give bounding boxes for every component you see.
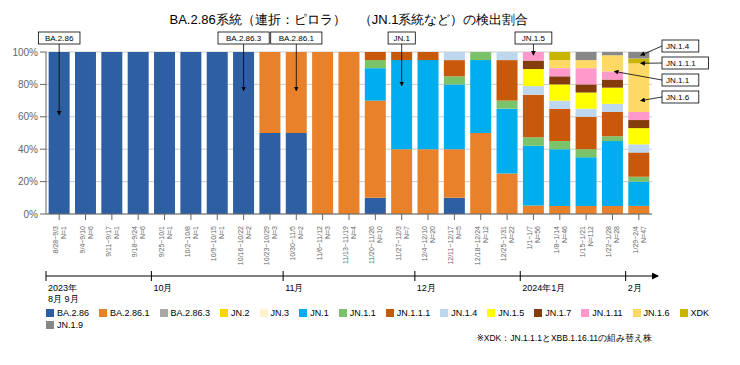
- svg-text:10/2~10/8: 10/2~10/8: [184, 226, 191, 257]
- html-text:JN.1.1.1: JN.1.1.1: [396, 308, 431, 318]
- html-text:JN.2: JN.2: [231, 308, 250, 318]
- svg-text:1/29~2/4: 1/29~2/4: [632, 226, 639, 254]
- svg-text:N=22: N=22: [508, 226, 515, 243]
- svg-text:40%: 40%: [18, 144, 38, 155]
- svg-text:12/18~12/24: 12/18~12/24: [474, 226, 481, 265]
- svg-text:JN.1: JN.1: [393, 34, 410, 43]
- svg-text:N=6: N=6: [87, 226, 94, 239]
- html-text:JN.1.1: JN.1.1: [349, 308, 376, 318]
- html-text:JN.3: JN.3: [270, 308, 290, 318]
- svg-text:20%: 20%: [18, 176, 38, 187]
- svg-text:JN.1.1.1: JN.1.1.1: [666, 59, 696, 68]
- svg-text:N=5: N=5: [455, 226, 462, 239]
- svg-text:N=2: N=2: [297, 226, 304, 239]
- html-text:JN.1: JN.1: [310, 308, 329, 318]
- svg-text:12/25~1/31: 12/25~1/31: [500, 226, 507, 261]
- svg-text:N=2: N=2: [245, 226, 252, 239]
- html-text:JN.1.6: JN.1.6: [643, 308, 670, 318]
- svg-text:11/6~11/12: 11/6~11/12: [316, 226, 323, 260]
- svg-text:1/8~1/14: 1/8~1/14: [553, 226, 560, 254]
- svg-text:BA.2.86.1: BA.2.86.1: [279, 34, 315, 43]
- svg-text:12/11~12/17: 12/11~12/17: [447, 226, 454, 265]
- svg-text:8月 9月: 8月 9月: [48, 294, 79, 304]
- svg-text:9/18~9/24: 9/18~9/24: [131, 226, 138, 257]
- svg-text:9/11~9/17: 9/11~9/17: [105, 226, 112, 257]
- svg-text:10/9~10/15: 10/9~10/15: [210, 226, 217, 261]
- html-text:JN.1.7: JN.1.7: [545, 308, 572, 318]
- svg-text:N=56: N=56: [534, 226, 541, 243]
- svg-text:N=7: N=7: [403, 226, 410, 239]
- svg-text:11/27~12/3: 11/27~12/3: [395, 226, 402, 261]
- svg-text:12月: 12月: [417, 283, 436, 293]
- svg-text:80%: 80%: [18, 79, 38, 90]
- svg-text:N=46: N=46: [561, 226, 568, 243]
- svg-text:BA.2.86系統（連折：ピロラ） （JN.1系統など）の検: BA.2.86系統（連折：ピロラ） （JN.1系統など）の検出割合: [170, 12, 529, 27]
- svg-text:10月: 10月: [153, 283, 172, 293]
- html-text:※XDK：JN.1.1.1とXBB.1.16.11の組み替え: ※XDK：JN.1.1.1とXBB.1.16.11の組み替え株: [476, 333, 652, 343]
- svg-text:1/15~1/21: 1/15~1/21: [579, 226, 586, 257]
- svg-text:9/25~10/1: 9/25~10/1: [158, 226, 165, 257]
- svg-text:N=1: N=1: [192, 226, 199, 239]
- svg-text:N=1: N=1: [113, 226, 120, 239]
- svg-text:N=1: N=1: [60, 226, 67, 239]
- svg-text:JN.1.5: JN.1.5: [522, 34, 546, 43]
- svg-text:N=47: N=47: [640, 226, 647, 243]
- svg-text:N=1: N=1: [218, 226, 225, 239]
- svg-text:N=1: N=1: [166, 226, 173, 239]
- svg-text:0%: 0%: [24, 209, 39, 220]
- svg-text:BA.2.86: BA.2.86: [45, 34, 74, 43]
- html-text:JN.1.5: JN.1.5: [498, 308, 525, 318]
- html-text:BA.2.86.1: BA.2.86.1: [110, 308, 150, 318]
- svg-text:11/13~11/19: 11/13~11/19: [342, 226, 349, 264]
- svg-text:N=10: N=10: [376, 226, 383, 243]
- html-text:BA.2.86.3: BA.2.86.3: [170, 308, 211, 318]
- html-text:JN.1.9: JN.1.9: [57, 320, 83, 330]
- svg-text:1/22~1/28: 1/22~1/28: [605, 226, 612, 257]
- svg-text:N=3: N=3: [271, 226, 278, 239]
- svg-text:N=20: N=20: [429, 226, 436, 243]
- html-text:XDK: XDK: [690, 308, 710, 318]
- svg-text:2月: 2月: [628, 283, 642, 293]
- svg-text:10/16~10/22: 10/16~10/22: [237, 226, 244, 265]
- svg-text:JN.1.1: JN.1.1: [666, 76, 690, 85]
- svg-text:11月: 11月: [285, 283, 303, 293]
- html-text:JN.1.4: JN.1.4: [451, 308, 478, 318]
- svg-text:N=3: N=3: [324, 226, 331, 239]
- svg-text:2024年1月: 2024年1月: [522, 283, 565, 293]
- svg-text:8/28~9/3: 8/28~9/3: [52, 226, 59, 254]
- svg-text:10/23~10/29: 10/23~10/29: [263, 226, 270, 265]
- svg-text:100%: 100%: [12, 47, 38, 58]
- svg-text:N=12: N=12: [482, 226, 489, 243]
- svg-text:BA.2.86.3: BA.2.86.3: [226, 34, 262, 43]
- svg-text:12/4~12/10: 12/4~12/10: [421, 226, 428, 261]
- svg-text:1/1~1/7: 1/1~1/7: [526, 226, 533, 250]
- svg-text:JN.1.4: JN.1.4: [666, 42, 690, 51]
- svg-text:N=28: N=28: [613, 226, 620, 243]
- svg-text:10/30~11/5: 10/30~11/5: [289, 226, 296, 261]
- html-text:BA.2.86: BA.2.86: [57, 308, 89, 318]
- svg-text:60%: 60%: [18, 111, 38, 122]
- svg-text:N=4: N=4: [350, 226, 357, 239]
- svg-text:11/20~11/26: 11/20~11/26: [368, 226, 375, 264]
- svg-text:JN.1.6: JN.1.6: [666, 93, 690, 102]
- svg-text:9/4~9/10: 9/4~9/10: [79, 226, 86, 254]
- svg-text:N=112: N=112: [587, 226, 594, 246]
- html-text:JN.1.11: JN.1.11: [592, 308, 623, 318]
- svg-text:N=6: N=6: [139, 226, 146, 239]
- svg-text:2023年: 2023年: [48, 283, 77, 293]
